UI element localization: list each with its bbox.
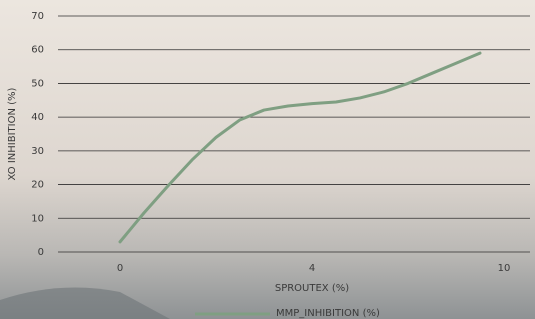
y-tick-label: 50 — [31, 78, 44, 89]
y-axis-title: XO INHIBITION (%) — [7, 87, 18, 180]
x-tick-label: 4 — [309, 263, 315, 274]
background — [0, 0, 535, 319]
y-tick-label: 0 — [38, 247, 44, 258]
legend-label: MMP_INHIBITION (%) — [276, 308, 380, 319]
y-tick-label: 10 — [31, 213, 44, 224]
y-tick-label: 20 — [31, 180, 44, 191]
y-tick-label: 70 — [31, 11, 44, 22]
x-tick-label: 0 — [117, 263, 123, 274]
x-axis-title: SPROUTEX (%) — [275, 283, 349, 294]
y-tick-label: 60 — [31, 45, 44, 56]
chart: XO INHIBITION (%) SPROUTEX (%) 010203040… — [0, 0, 535, 319]
y-tick-label: 40 — [31, 112, 44, 123]
y-tick-label: 30 — [31, 146, 44, 157]
x-tick-label: 10 — [498, 263, 511, 274]
